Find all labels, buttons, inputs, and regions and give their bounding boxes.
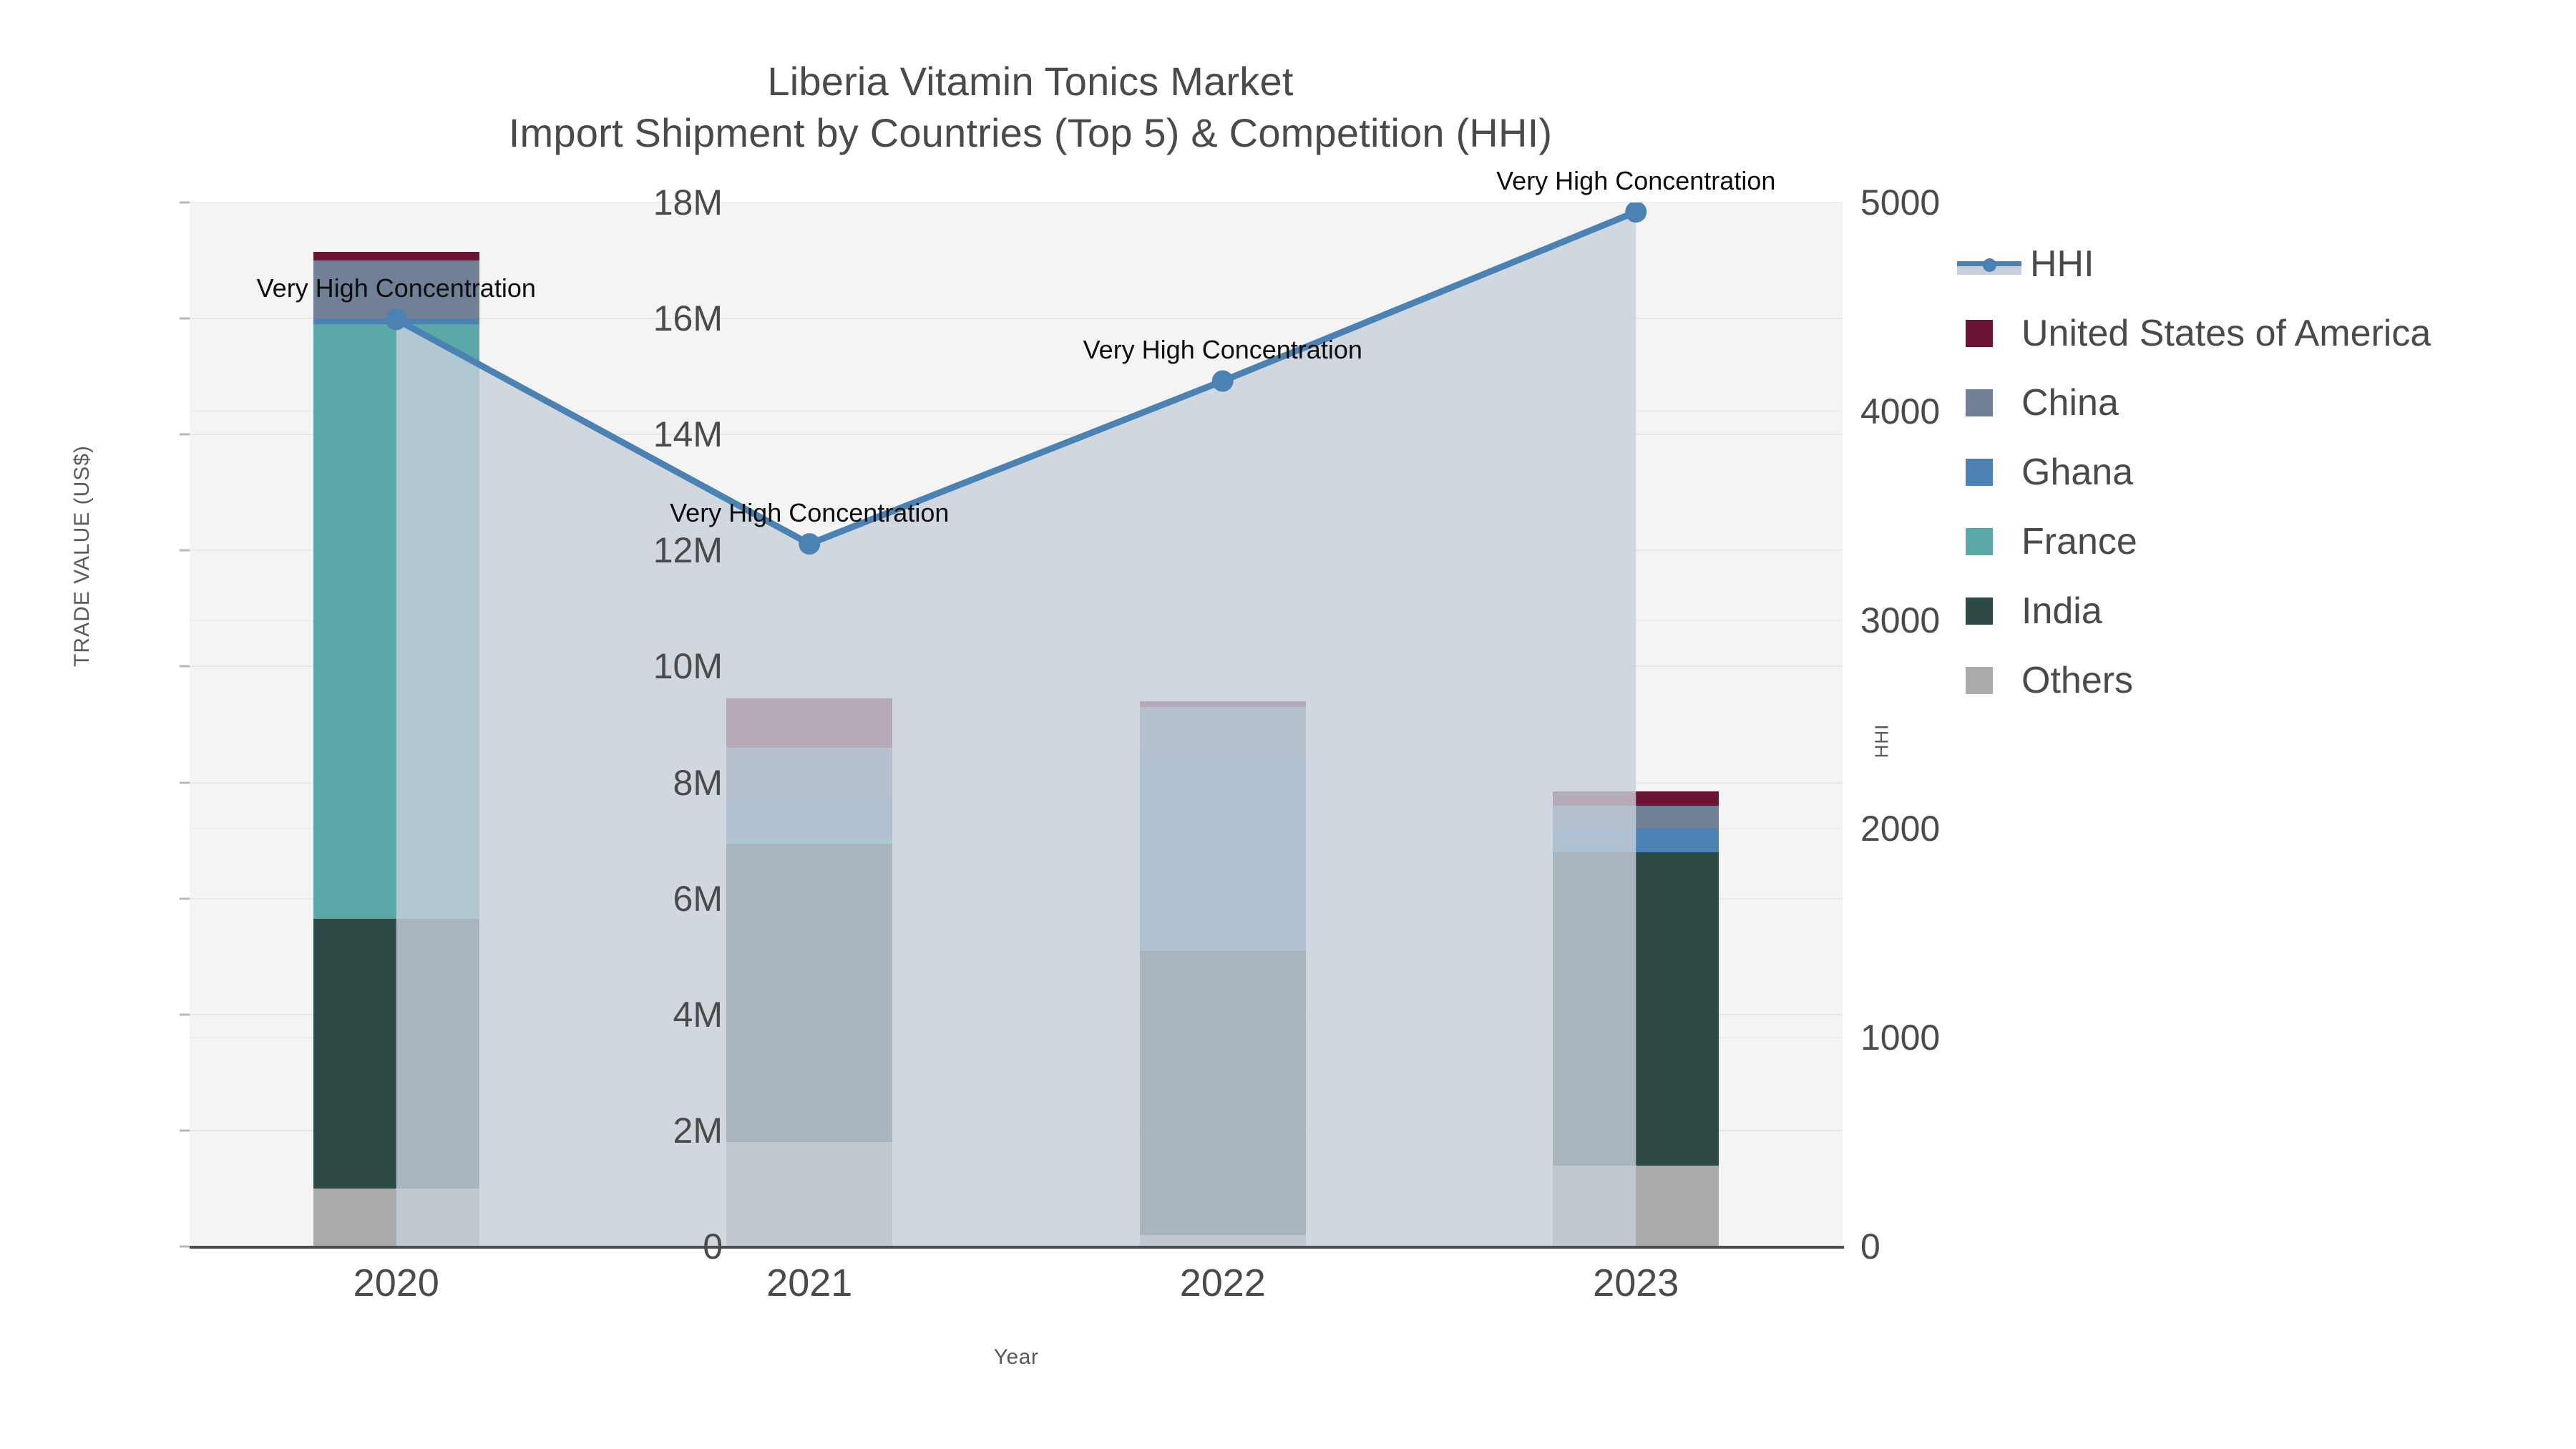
bar-segment[interactable] — [1139, 1234, 1306, 1246]
legend-item-label: United States of America — [2021, 312, 2431, 354]
y-axis-tick-mark — [180, 201, 190, 204]
bar-segment[interactable] — [1553, 791, 1719, 806]
legend-color-swatch — [1966, 319, 1993, 347]
annotation-label: Very High Concentration — [1083, 335, 1362, 365]
y-axis-tick-label: 2M — [673, 1110, 723, 1151]
bar-group-2020[interactable] — [313, 203, 479, 1246]
y2-axis-tick-label: 4000 — [1860, 391, 1941, 431]
y-axis-tick-label: 18M — [653, 182, 723, 223]
y-axis-tick-mark — [180, 1129, 190, 1132]
y-axis-tick-label: 4M — [673, 994, 723, 1035]
y-axis-tick-label: 16M — [653, 298, 723, 339]
y-axis-tick-mark — [180, 897, 190, 900]
y2-axis-tick-label: 2000 — [1860, 809, 1941, 849]
legend-marker-dot — [1983, 258, 1996, 272]
legend-item-china[interactable]: China — [1957, 368, 2558, 437]
y2-axis-tick-label: 0 — [1860, 1226, 1880, 1267]
bar-segment[interactable] — [726, 1142, 893, 1246]
bar-segment[interactable] — [726, 747, 893, 800]
bar-series-layer — [190, 203, 1843, 1246]
y-axis-tick-mark — [180, 433, 190, 436]
legend-item-hhi[interactable]: HHI — [1957, 229, 2558, 298]
legend-item-label: China — [2021, 381, 2119, 424]
y-axis-tick-label: 10M — [653, 646, 723, 687]
bar-segment[interactable] — [1553, 852, 1719, 1166]
chart-subtitle: Import Shipment by Countries (Top 5) & C… — [508, 109, 1553, 155]
chart-title-block: Liberia Vitamin Tonics Market Import Shi… — [0, 56, 2061, 158]
y-axis-tick-mark — [180, 781, 190, 784]
legend-item-ghana[interactable]: Ghana — [1957, 437, 2558, 507]
bar-segment[interactable] — [1553, 805, 1719, 829]
y2-axis-tick-label: 5000 — [1860, 182, 1941, 223]
legend-item-france[interactable]: France — [1957, 507, 2558, 576]
bar-segment[interactable] — [1139, 707, 1306, 754]
annotation-label: Very High Concentration — [1496, 166, 1776, 196]
bar-group-2021[interactable] — [726, 203, 893, 1246]
y-axis-tick-label: 8M — [673, 762, 723, 803]
legend-item-label: Ghana — [2021, 451, 2134, 493]
y-axis-title: TRADE VALUE (US$) — [70, 445, 94, 667]
y-axis-tick-label: 12M — [653, 530, 723, 571]
bar-segment[interactable] — [1553, 829, 1719, 852]
legend-color-swatch — [1966, 458, 1993, 486]
y-axis-tick-mark — [180, 549, 190, 552]
legend-color-swatch — [1966, 597, 1993, 625]
y2-axis-tick-label: 1000 — [1860, 1018, 1941, 1058]
legend-item-others[interactable]: Others — [1957, 645, 2558, 715]
bar-segment[interactable] — [726, 799, 893, 838]
legend-item-label: Others — [2021, 659, 2134, 701]
bar-segment[interactable] — [726, 698, 893, 748]
y-axis-tick-label: 0 — [703, 1226, 723, 1267]
annotation-label: Very High Concentration — [670, 498, 950, 528]
x-axis-title: Year — [993, 1345, 1039, 1369]
bar-segment[interactable] — [1139, 753, 1306, 951]
x-axis-tick-label-2023: 2023 — [1593, 1262, 1679, 1304]
x-axis-tick-label-2021: 2021 — [766, 1262, 853, 1304]
x-axis-line — [190, 1246, 1844, 1249]
bar-segment[interactable] — [726, 837, 893, 844]
legend-line-icon — [1957, 250, 2021, 278]
y-axis-tick-mark — [180, 1013, 190, 1016]
bar-segment[interactable] — [1139, 950, 1306, 1235]
y-axis-tick-label: 14M — [653, 414, 723, 455]
y-axis-tick-mark — [180, 317, 190, 320]
y-axis-tick-mark — [180, 1245, 190, 1248]
annotation-label: Very High Concentration — [256, 273, 536, 303]
bar-segment[interactable] — [313, 251, 479, 261]
y-axis-tick-mark — [180, 665, 190, 668]
bar-segment[interactable] — [313, 324, 479, 919]
x-axis-tick-label-2020: 2020 — [353, 1262, 439, 1304]
gridline-secondary — [190, 202, 1843, 203]
legend-item-india[interactable]: India — [1957, 576, 2558, 645]
legend-item-label: India — [2021, 590, 2102, 632]
y2-axis-tick-label: 3000 — [1860, 600, 1941, 640]
legend-item-united-states-of-america[interactable]: United States of America — [1957, 298, 2558, 368]
chart-legend: HHI United States of America China Ghana Fra… — [1957, 229, 2558, 715]
bar-group-2023[interactable] — [1553, 203, 1719, 1246]
legend-item-label: France — [2021, 520, 2137, 562]
y-axis-tick-label: 6M — [673, 878, 723, 919]
bar-segment[interactable] — [726, 843, 893, 1143]
x-axis-tick-label-2022: 2022 — [1179, 1262, 1266, 1304]
bar-segment[interactable] — [1553, 1165, 1719, 1246]
legend-color-swatch — [1966, 527, 1993, 555]
legend-color-swatch — [1966, 666, 1993, 694]
legend-color-swatch — [1966, 389, 1993, 416]
bar-segment[interactable] — [1139, 701, 1306, 708]
legend-item-label: HHI — [2030, 243, 2094, 285]
chart-title: Liberia Vitamin Tonics Market — [767, 59, 1294, 104]
plot-area — [190, 202, 1843, 1247]
y2-axis-title: HHI — [1870, 723, 1893, 758]
